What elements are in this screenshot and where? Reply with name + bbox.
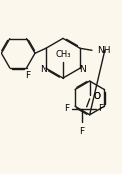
Text: O: O [93,92,100,101]
Text: O: O [93,92,100,101]
Text: NH: NH [97,46,110,55]
Text: F: F [64,104,69,113]
Text: F: F [25,71,30,80]
Text: N: N [79,65,85,74]
Text: N: N [41,65,47,74]
Text: F: F [79,127,84,136]
Text: CH₃: CH₃ [55,50,71,59]
Text: F: F [99,104,104,113]
